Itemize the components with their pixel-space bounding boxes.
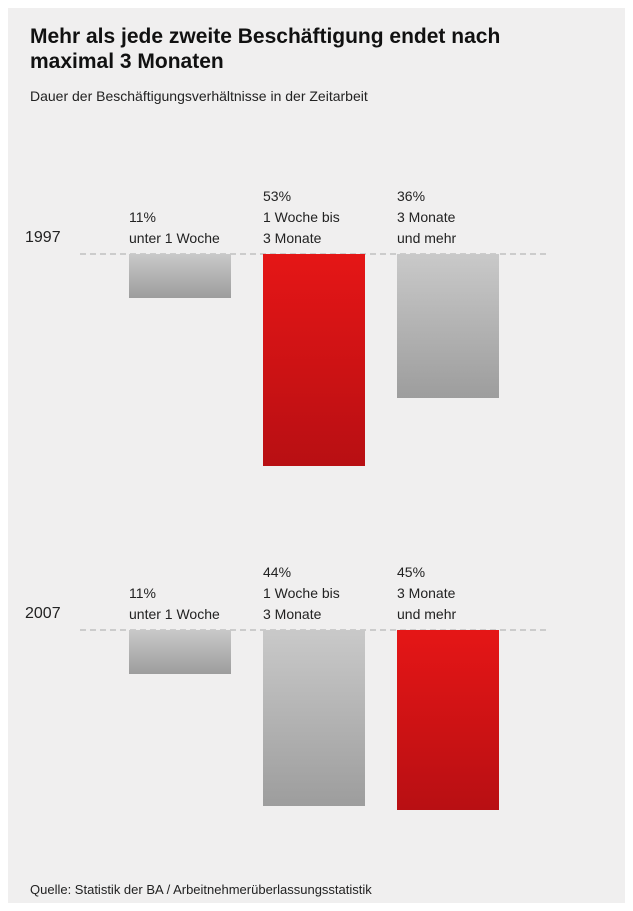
category-label-2007-2-2: und mehr [397, 606, 456, 622]
chart-card: Mehr als jede zweite Beschäftigung endet… [8, 8, 625, 903]
category-label-2007-1-1: 1 Woche bis [263, 585, 340, 601]
value-label-2007-2: 45% [397, 564, 425, 580]
value-label-1997-2: 36% [397, 188, 425, 204]
chart-source: Quelle: Statistik der BA / Arbeitnehmerü… [30, 882, 372, 897]
bar-2007-1 [263, 630, 365, 806]
bar-chart: 1997 11% unter 1 Woche 53% 1 Woche bis 3 Mona… [25, 188, 546, 810]
value-label-1997-0: 11% [129, 209, 156, 225]
category-label-1997-1-2: 3 Monate [263, 230, 322, 246]
category-label-2007-2-1: 3 Monate [397, 585, 456, 601]
bar-1997-1 [263, 254, 365, 466]
value-label-2007-0: 11% [129, 585, 156, 601]
category-label-2007-0-1: unter 1 Woche [129, 606, 220, 622]
category-label-1997-0-1: unter 1 Woche [129, 230, 220, 246]
chart-title: Mehr als jede zweite Beschäftigung endet… [30, 25, 501, 73]
category-label-2007-1-2: 3 Monate [263, 606, 322, 622]
chart-subtitle: Dauer der Beschäftigungsverhältnisse in … [30, 88, 368, 104]
bar-2007-0 [129, 630, 231, 674]
value-label-1997-1: 53% [263, 188, 291, 204]
bar-1997-0 [129, 254, 231, 298]
category-label-1997-1-1: 1 Woche bis [263, 209, 340, 225]
category-label-1997-2-2: und mehr [397, 230, 456, 246]
year-label-2007: 2007 [25, 605, 61, 622]
value-label-2007-1: 44% [263, 564, 291, 580]
category-label-1997-2-1: 3 Monate [397, 209, 456, 225]
bar-2007-2 [397, 630, 499, 810]
bar-1997-2 [397, 254, 499, 398]
year-label-1997: 1997 [25, 229, 61, 246]
